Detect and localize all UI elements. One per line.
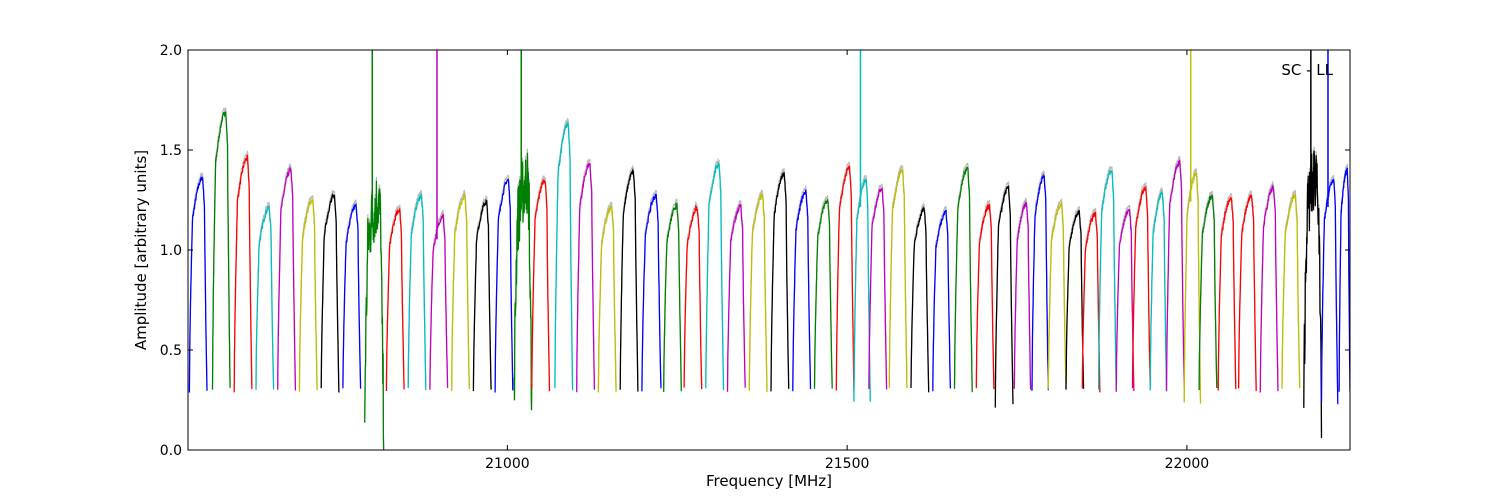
x-tick-label: 22000 — [1165, 456, 1210, 472]
plot-area — [188, 50, 1350, 450]
band-trace-7 — [320, 192, 340, 393]
y-tick-label: 1.0 — [160, 243, 182, 259]
band-trace-6 — [298, 199, 318, 392]
band-trace-58 — [1338, 167, 1350, 392]
band-trace-28 — [770, 172, 790, 392]
band-trace-3 — [233, 154, 253, 393]
x-tick-label: 21000 — [485, 456, 530, 472]
band-trace-35 — [910, 206, 930, 393]
band-trace-8 — [342, 202, 362, 389]
band-trace-37 — [953, 166, 973, 393]
band-trace-11 — [407, 193, 427, 391]
y-tick-label: 0.5 — [160, 343, 182, 359]
band-trace-19 — [576, 162, 596, 393]
band-trace-34 — [888, 169, 908, 389]
band-trace-5 — [277, 166, 297, 391]
band-trace-41 — [1031, 173, 1049, 391]
band-trace-15 — [494, 178, 514, 393]
band-trace-23 — [663, 201, 682, 393]
band-trace-4 — [255, 204, 275, 390]
band-trace-38 — [975, 203, 995, 390]
band-trace-2 — [211, 111, 231, 390]
band-trace-44 — [1081, 211, 1101, 393]
band-trace-1 — [188, 176, 208, 393]
y-tick-label: 2.0 — [160, 43, 182, 59]
band-trace-10 — [385, 208, 405, 392]
band-trace-50 — [1183, 172, 1202, 404]
x-tick-label: 21500 — [825, 456, 870, 472]
band-trace-14 — [472, 198, 492, 392]
band-trace-39 — [994, 185, 1014, 408]
band-trace-16 — [513, 152, 533, 411]
band-trace-36 — [932, 209, 952, 392]
band-trace-12 — [429, 213, 449, 390]
band-trace-45 — [1097, 169, 1117, 390]
band-trace-40 — [1013, 200, 1032, 390]
band-trace-18 — [554, 122, 574, 391]
band-trace-32 — [853, 178, 871, 402]
band-trace-42 — [1047, 202, 1067, 390]
band-trace-27 — [748, 193, 768, 393]
band-trace-46 — [1115, 209, 1135, 392]
y-tick-label: 1.5 — [160, 143, 182, 159]
band-trace-21 — [619, 168, 639, 392]
ticks-group: 21000 21500 22000 0.0 0.5 1.0 1.5 2.0 — [160, 43, 1350, 472]
y-tick-label: 0.0 — [160, 443, 182, 459]
band-trace-29 — [792, 189, 812, 392]
band-trace-13 — [451, 193, 470, 392]
band-trace-22 — [641, 193, 662, 392]
band-trace-17 — [531, 179, 551, 392]
band-trace-48 — [1149, 190, 1168, 392]
band-trace-49 — [1165, 159, 1185, 391]
band-trace-31 — [835, 165, 855, 391]
band-trace-43 — [1065, 209, 1085, 390]
band-trace-57 — [1320, 178, 1339, 405]
band-trace-51 — [1198, 194, 1218, 391]
plot-annotation: SC - LL — [1281, 61, 1333, 79]
band-trace-26 — [726, 203, 746, 392]
band-trace-54 — [1259, 184, 1279, 393]
band-trace-52 — [1217, 196, 1237, 391]
band-trace-24 — [683, 204, 703, 390]
band-trace-53 — [1237, 194, 1257, 392]
band-trace-20 — [597, 205, 617, 393]
band-trace-33 — [868, 187, 888, 390]
x-axis-label: Frequency [MHz] — [706, 472, 832, 490]
band-trace-55 — [1281, 193, 1301, 389]
band-trace-47 — [1131, 185, 1151, 389]
band-trace-9 — [364, 180, 385, 450]
band-trace-25 — [705, 161, 725, 391]
band-trace-30 — [813, 198, 833, 389]
plot-frame — [187, 49, 1351, 451]
y-axis-label: Amplitude [arbitrary units] — [132, 150, 150, 350]
band-trace-56 — [1303, 150, 1323, 439]
